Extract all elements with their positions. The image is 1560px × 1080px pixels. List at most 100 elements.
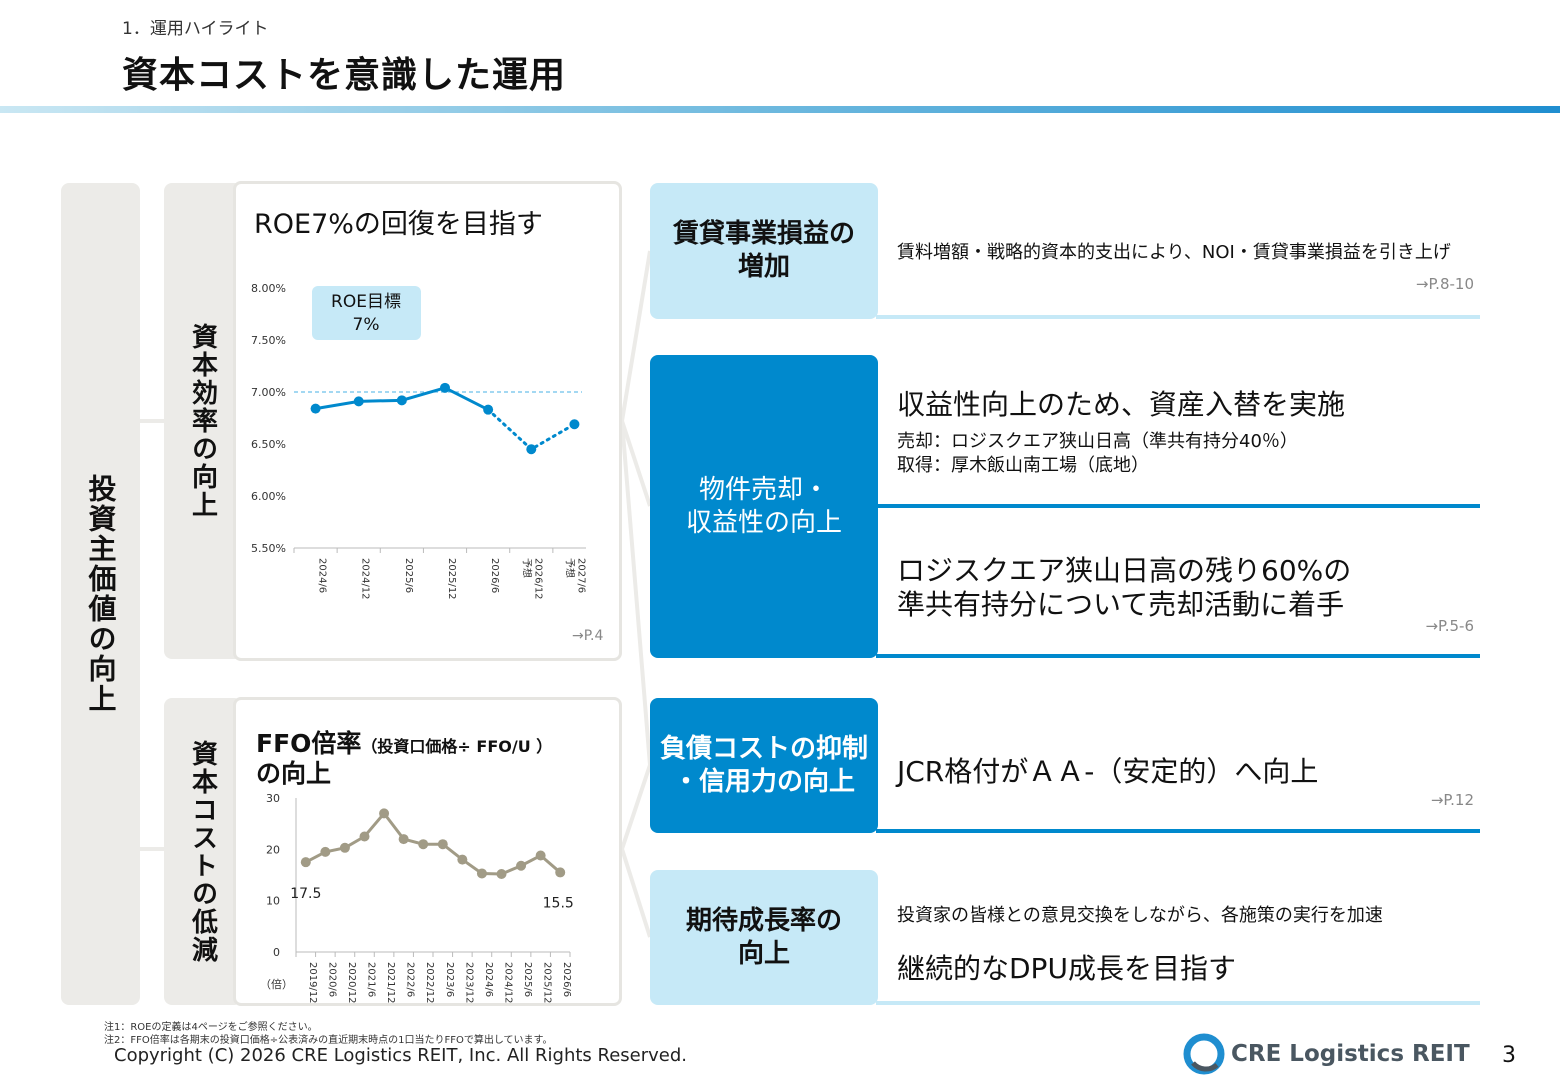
ffo-unit-label: （倍） xyxy=(260,977,293,991)
title-rule xyxy=(0,106,1560,113)
ffo-point xyxy=(555,867,566,878)
debt-cost-line2: ・信用力の向上 xyxy=(672,766,855,797)
debt-cost-page-ref[interactable]: →P.12 xyxy=(1430,791,1474,809)
capital-efficiency-label: 資本効率の向上 xyxy=(187,323,218,519)
debt-cost-desc: JCR格付がＡＡ-（安定的）へ向上 xyxy=(897,755,1319,788)
growth-line2: 向上 xyxy=(737,938,790,969)
ffo-data-label-first: 17.5 xyxy=(290,886,321,902)
ffo-point xyxy=(476,868,487,879)
ffo-x-tick: 2020/12 xyxy=(346,962,357,1004)
ffo-point xyxy=(320,846,331,857)
ffo-point xyxy=(437,839,448,850)
roe-chart: 8.00% 7.50% 7.00% 6.50% 6.00% 5.50% 2024/6 2024… xyxy=(251,282,586,600)
roe-y-tick: 7.50% xyxy=(251,334,286,347)
asset-sale-detail2: 取得：厚木飯山南工場（底地） xyxy=(897,455,1149,476)
debt-cost-rule xyxy=(876,829,1480,833)
capital-cost-label: 資本コストの低減 xyxy=(187,739,218,964)
footnote-1: 注1：ROEの定義は4ページをご参照ください。 xyxy=(104,1022,318,1033)
growth-line1: 期待成長率の xyxy=(685,905,842,936)
roe-point xyxy=(569,419,580,430)
asset-sale-head2-line2: 準共有持分について売却活動に着手 xyxy=(897,588,1345,621)
asset-sale-page-ref[interactable]: →P.5-6 xyxy=(1425,617,1474,635)
copyright: Copyright (C) 2026 CRE Logistics REIT, I… xyxy=(114,1045,688,1066)
ffo-point xyxy=(339,842,350,853)
roe-point xyxy=(483,404,494,415)
ffo-x-tick: 2021/12 xyxy=(385,962,396,1004)
growth-desc-small: 投資家の皆様との意見交換をしながら、各施策の実行を加速 xyxy=(897,905,1383,926)
roe-point xyxy=(310,403,321,414)
asset-sale-head1: 収益性向上のため、資産入替を実施 xyxy=(897,388,1346,421)
capital-efficiency-block: 資本効率の向上 xyxy=(164,183,242,659)
ffo-point xyxy=(496,868,507,879)
roe-x-tick: 2027/6 xyxy=(575,558,586,593)
outer-label: 投資主価値の向上 xyxy=(84,474,118,714)
ffo-x-tick: 2026/6 xyxy=(561,962,572,997)
asset-sale-rule xyxy=(876,654,1480,658)
ffo-y-tick: 10 xyxy=(266,895,280,908)
ffo-x-tick: 2021/6 xyxy=(366,962,377,997)
roe-x-tick: 予想 xyxy=(520,558,533,578)
ffo-x-tick: 2023/12 xyxy=(463,962,474,1004)
roe-y-tick: 6.00% xyxy=(251,490,286,503)
asset-sale-line2: 収益性の向上 xyxy=(685,507,842,538)
ffo-point xyxy=(457,854,468,865)
ffo-point xyxy=(359,831,370,842)
roe-x-tick: 予想 xyxy=(563,558,576,578)
ffo-point xyxy=(379,808,390,819)
section-label: 1．運用ハイライト xyxy=(122,19,269,39)
ffo-chart: 30 20 10 0 17.5 15.5 2019/12 2020/6 2020/12 2021/… xyxy=(260,792,574,1004)
growth-desc-large: 継続的なDPU成長を目指す xyxy=(897,952,1236,985)
page-title: 資本コストを意識した運用 xyxy=(122,55,567,96)
asset-sale-head2-line1: ロジスクエア狭山日高の残り60%の xyxy=(897,554,1352,587)
capital-cost-block: 資本コストの低減 xyxy=(164,698,242,1005)
asset-sale-line1: 物件売却・ xyxy=(698,474,829,505)
asset-sale-detail1: 売却：ロジスクエア狭山日高（準共有持分40％） xyxy=(897,431,1298,452)
roe-page-ref[interactable]: →P.4 xyxy=(572,628,604,644)
roe-x-tick: 2024/6 xyxy=(317,558,328,593)
ffo-x-tick: 2019/12 xyxy=(307,962,318,1004)
logo-mark-icon xyxy=(1183,1033,1225,1075)
roe-y-tick: 6.50% xyxy=(251,438,286,451)
ffo-data-label-last: 15.5 xyxy=(543,895,574,911)
ffo-x-tick: 2023/6 xyxy=(444,962,455,997)
roe-line-forecast xyxy=(486,408,576,452)
growth-rule xyxy=(876,1001,1480,1005)
ffo-x-tick: 2022/6 xyxy=(405,962,416,997)
ffo-y-tick: 0 xyxy=(273,946,280,959)
ffo-point xyxy=(418,839,429,850)
outer-label-block: 投資主価値の向上 xyxy=(61,183,140,1005)
ffo-point xyxy=(398,834,409,845)
ffo-x-tick: 2024/6 xyxy=(483,962,494,997)
ffo-point xyxy=(516,860,527,871)
debt-cost-line1: 負債コストの抑制 xyxy=(659,733,868,764)
roe-x-tick: 2026/6 xyxy=(489,558,500,593)
ffo-panel xyxy=(233,697,622,1006)
roe-y-tick: 7.00% xyxy=(251,386,286,399)
roe-target-badge-line2: 7% xyxy=(353,315,380,335)
ffo-x-tick: 2020/6 xyxy=(326,962,337,997)
ffo-title: FFO倍率（投資口価格÷ FFO/U ） xyxy=(256,724,552,760)
rental-profit-line1: 賃貸事業損益の xyxy=(672,219,855,249)
footnote-2: 注2：FFO倍率は各期末の投資口価格÷公表済みの直近期末時点の1口当たりFFOで… xyxy=(104,1035,553,1046)
ffo-x-tick: 2025/6 xyxy=(522,962,533,997)
asset-sale-box: 物件売却・ 収益性の向上 xyxy=(650,355,878,658)
roe-title: ROE7%の回復を目指す xyxy=(254,209,543,240)
ffo-title-sub: （投資口価格÷ FFO/U ） xyxy=(361,737,553,756)
rental-profit-page-ref[interactable]: →P.8-10 xyxy=(1415,275,1474,293)
page-number: 3 xyxy=(1502,1043,1516,1068)
rental-profit-rule xyxy=(876,315,1480,319)
roe-point xyxy=(440,382,450,393)
roe-target-badge xyxy=(312,286,421,340)
ffo-y-tick: 20 xyxy=(266,843,280,856)
roe-x-tick: 2026/12 xyxy=(532,558,543,600)
ffo-title-main: FFO倍率 xyxy=(256,729,362,758)
roe-point xyxy=(396,395,407,406)
growth-box: 期待成長率の 向上 xyxy=(650,870,878,1005)
roe-point xyxy=(526,444,537,455)
debt-cost-box: 負債コストの抑制 ・信用力の向上 xyxy=(650,698,878,833)
roe-target-badge-line1: ROE目標 xyxy=(331,292,401,312)
roe-y-tick: 8.00% xyxy=(251,282,286,295)
logo: CRE Logistics REIT xyxy=(1183,1033,1470,1075)
rental-profit-line2: 増加 xyxy=(737,252,790,282)
ffo-x-tick: 2025/12 xyxy=(542,962,553,1004)
